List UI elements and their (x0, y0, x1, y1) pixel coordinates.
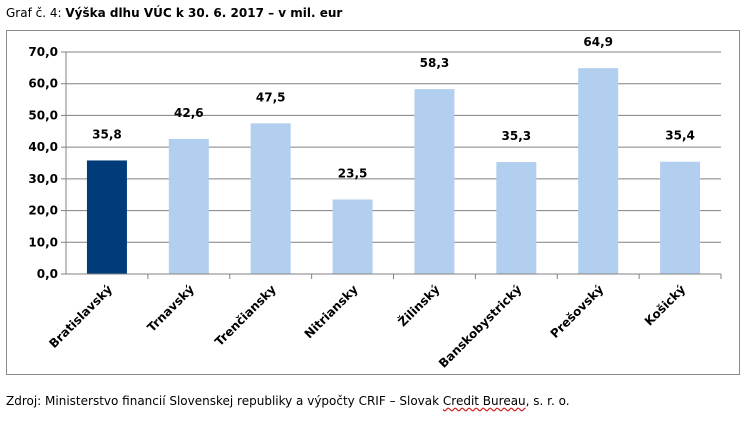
y-tick-label: 20,0 (28, 204, 58, 218)
caption-prefix: Graf č. 4: (6, 6, 66, 20)
bar-chart: 0,0 10,0 20,0 30,0 40,0 50,0 60,0 70,0 35,8 Brati… (28, 35, 722, 371)
category-label: Prešovský (548, 282, 607, 341)
y-tick-label: 30,0 (28, 172, 58, 186)
data-label: 23,5 (338, 166, 368, 180)
bar (414, 89, 455, 274)
category-label: Nitriansky (302, 282, 361, 341)
bar (332, 199, 373, 274)
y-tick-label: 60,0 (28, 77, 58, 91)
category-label: Trenčiansky (212, 282, 279, 349)
bar (86, 160, 127, 274)
category-label: Banskobystrický (436, 282, 525, 371)
data-label: 35,8 (92, 127, 122, 141)
category-label: Bratislavský (46, 282, 115, 351)
bar (250, 123, 291, 274)
category-label: Košický (642, 282, 688, 328)
bar (660, 161, 701, 274)
data-label: 42,6 (174, 106, 204, 120)
y-tick-label: 40,0 (28, 140, 58, 154)
data-label: 64,9 (583, 35, 613, 49)
data-label: 35,3 (502, 129, 532, 143)
source-note: Zdroj: Ministerstvo financií Slovenskej … (6, 394, 570, 408)
source-suffix: , s. r. o. (525, 394, 570, 408)
data-label: 47,5 (256, 90, 286, 104)
source-prefix: Zdroj: Ministerstvo financií Slovenskej … (6, 394, 443, 408)
source-underlined: Credit Bureau (442, 394, 526, 408)
data-label: 58,3 (420, 56, 450, 70)
y-tick-label: 10,0 (28, 235, 58, 249)
chart-caption: Graf č. 4: Výška dlhu VÚC k 30. 6. 2017 … (6, 6, 342, 20)
data-label: 35,4 (665, 129, 695, 143)
y-tick-label: 70,0 (28, 45, 58, 59)
chart-title: Výška dlhu VÚC k 30. 6. 2017 – v mil. eu… (65, 6, 343, 20)
bar (578, 68, 619, 274)
y-tick-label: 0,0 (37, 267, 58, 281)
bar (168, 138, 209, 274)
category-label: Trnavský (144, 282, 197, 335)
chart-frame: 0,0 10,0 20,0 30,0 40,0 50,0 60,0 70,0 35,8 Brati… (6, 30, 740, 375)
category-label: Žilinský (395, 281, 443, 329)
bar (496, 162, 537, 274)
y-tick-label: 50,0 (28, 108, 58, 122)
